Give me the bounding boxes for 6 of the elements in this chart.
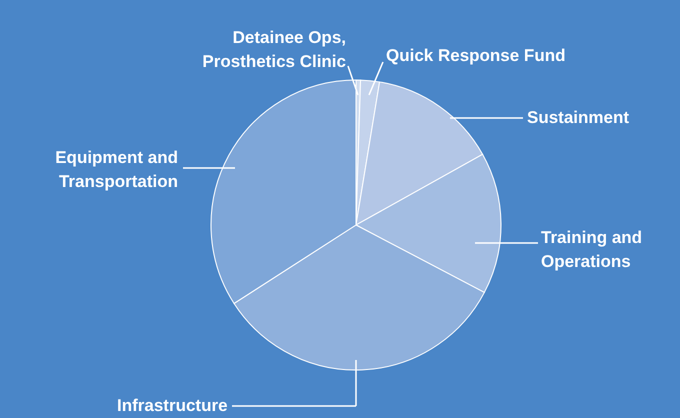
slice-label: Sustainment	[527, 108, 630, 127]
slice-label: Infrastructure	[117, 396, 228, 415]
slice-label: Quick Response Fund	[386, 46, 566, 65]
slice-label: Detainee Ops, Prosthetics Clinic	[202, 28, 346, 71]
slice-label: Training and Operations	[541, 228, 642, 271]
slice-label: Equipment and Transportation	[55, 148, 178, 191]
